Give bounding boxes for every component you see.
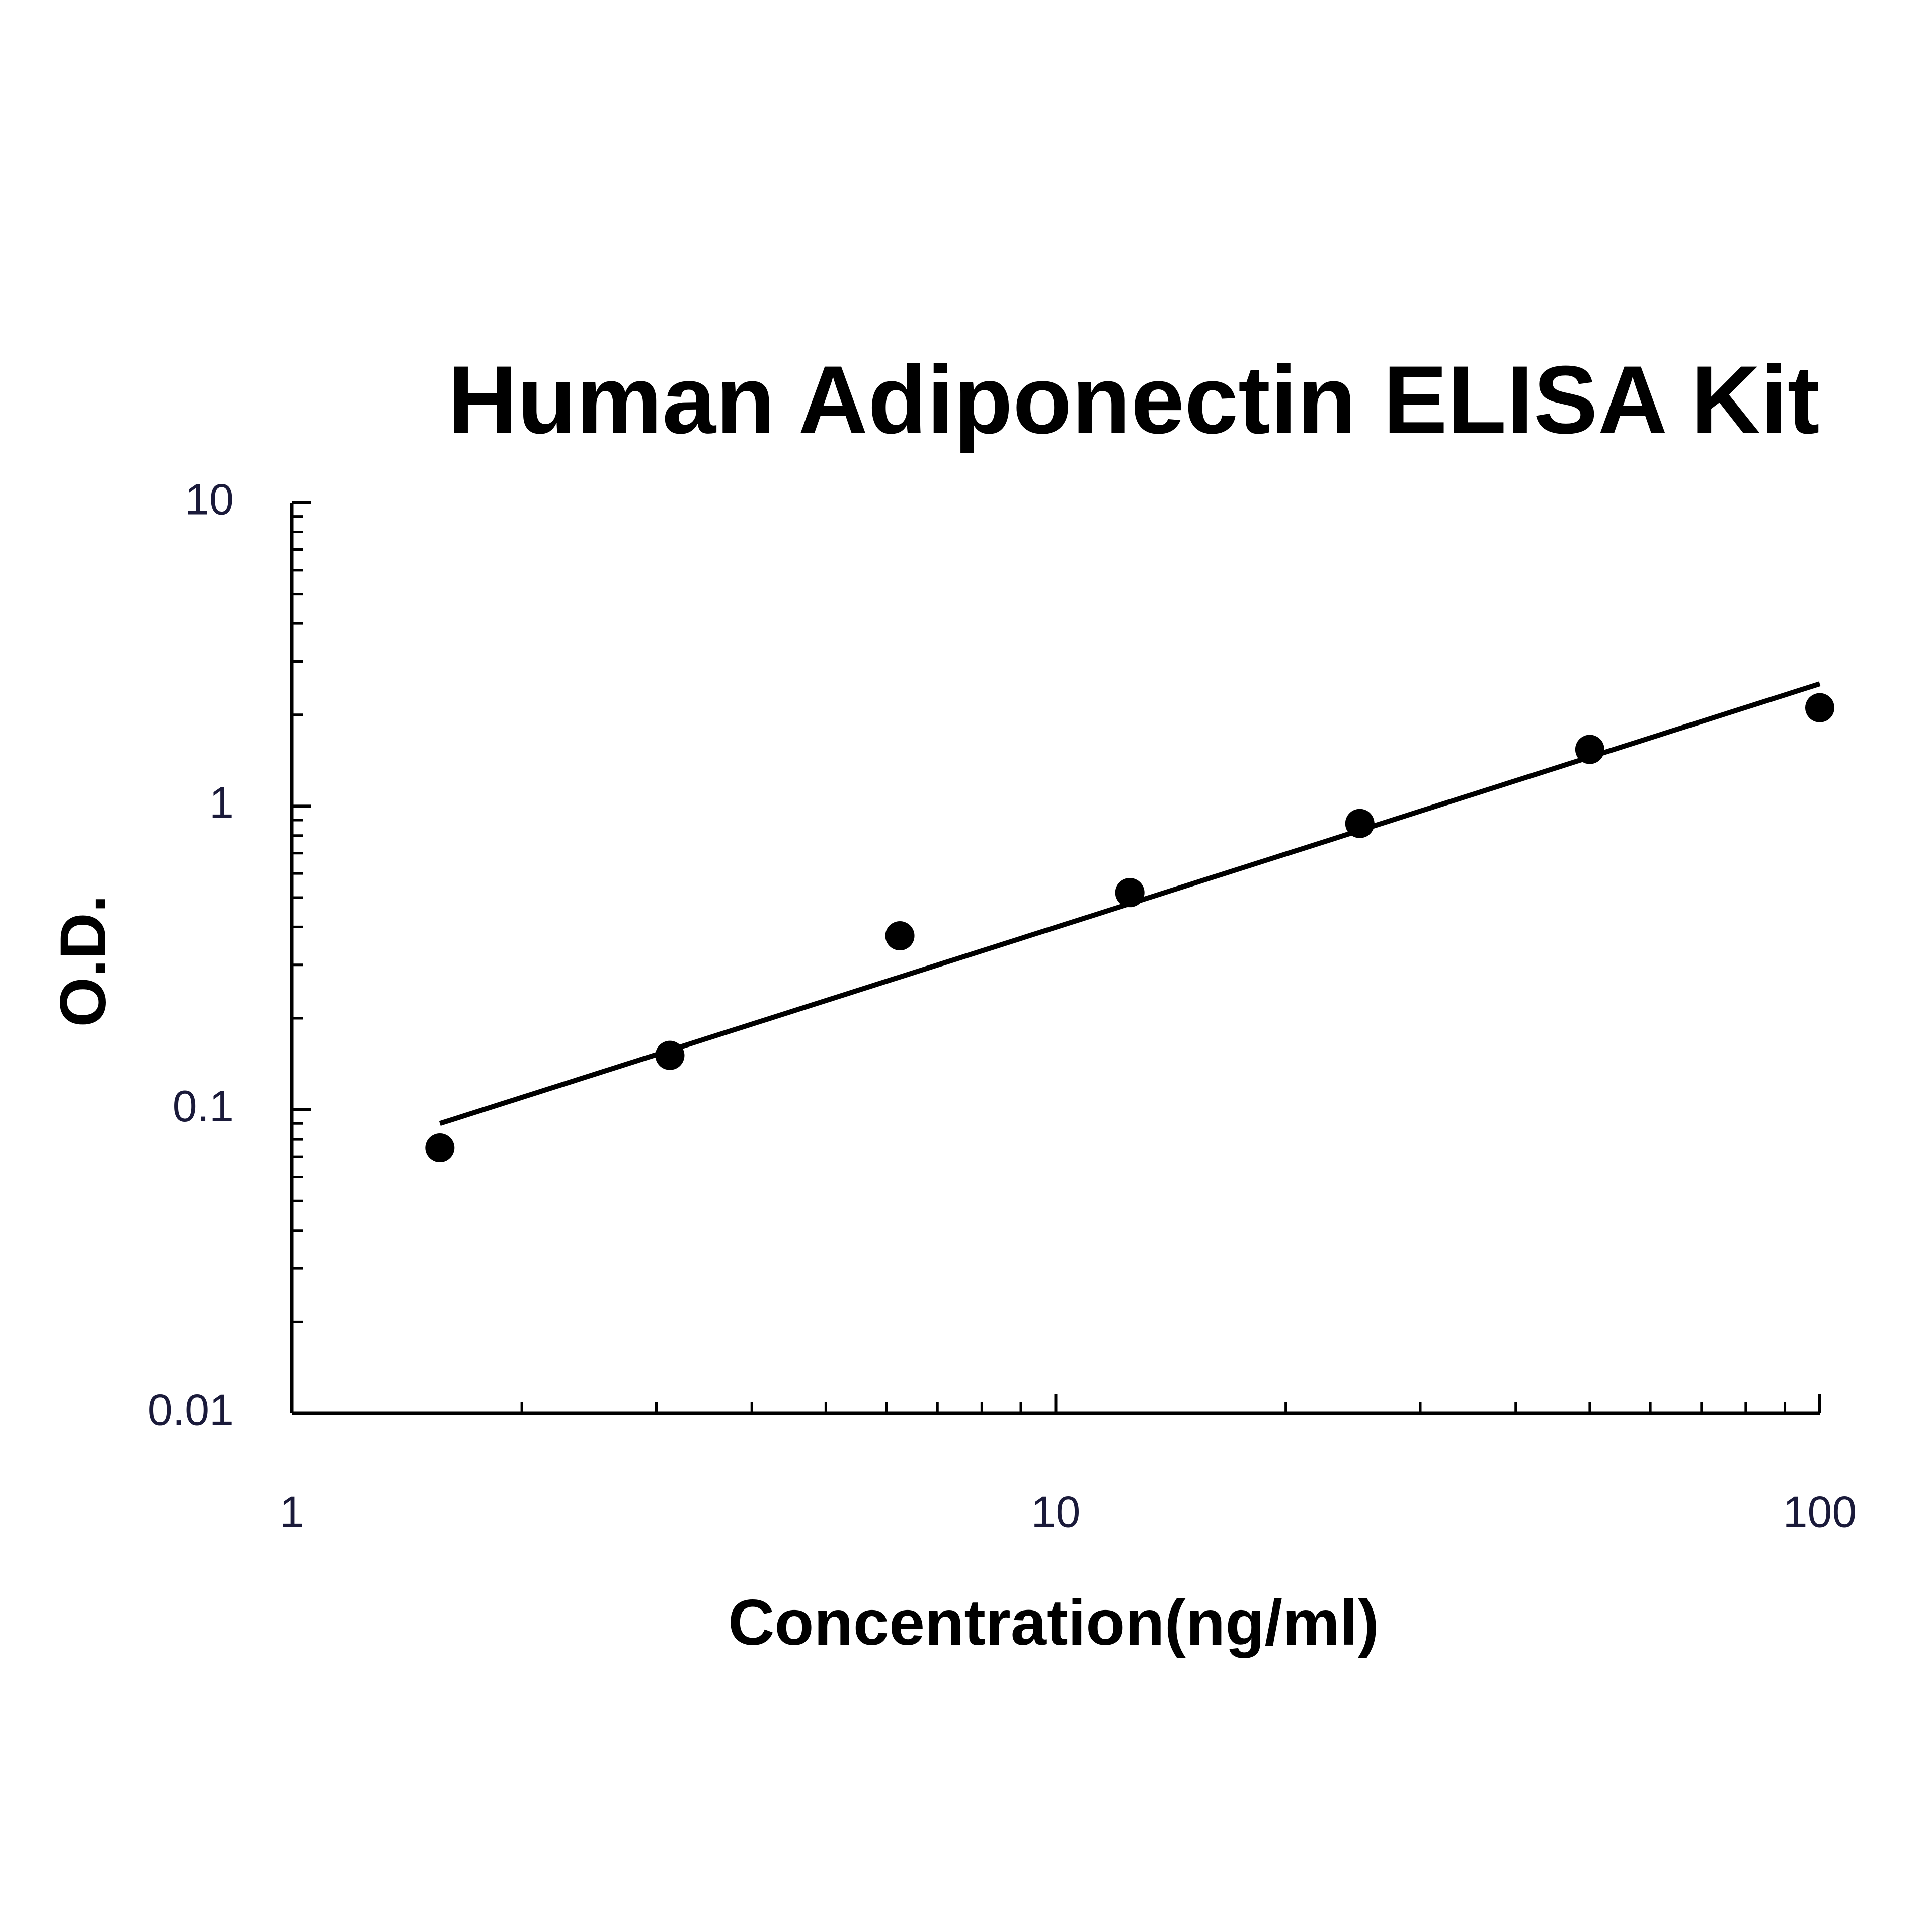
data-point [1115,878,1145,908]
x-tick-label: 100 [1783,1487,1857,1537]
chart-title: Human Adiponectin ELISA Kit [447,346,1819,454]
y-tick-label: 0.01 [148,1385,234,1434]
y-tick-label: 10 [185,474,234,524]
x-tick-label: 10 [1031,1487,1081,1537]
data-point [1805,693,1834,722]
y-tick-label: 0.1 [173,1081,234,1131]
x-axis-label: Concentration(ng/ml) [728,1587,1379,1659]
x-tick-label: 1 [280,1487,304,1537]
data-point [885,921,915,951]
y-tick-label: 1 [209,778,234,828]
data-point [1345,809,1375,838]
data-point [425,1133,455,1163]
y-axis-label: O.D. [47,895,119,1027]
data-point [655,1040,685,1070]
data-point [1575,735,1604,764]
